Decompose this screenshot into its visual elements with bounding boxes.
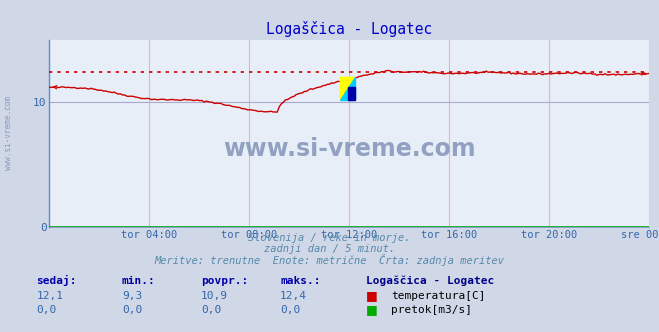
Text: 0,0: 0,0 — [201, 305, 221, 315]
Text: 12,4: 12,4 — [280, 291, 307, 301]
Text: Meritve: trenutne  Enote: metrične  Črta: zadnja meritev: Meritve: trenutne Enote: metrične Črta: … — [154, 254, 505, 266]
Text: pretok[m3/s]: pretok[m3/s] — [391, 305, 472, 315]
Text: 0,0: 0,0 — [280, 305, 301, 315]
Text: temperatura[C]: temperatura[C] — [391, 291, 485, 301]
Text: 12,1: 12,1 — [36, 291, 63, 301]
Text: ■: ■ — [366, 303, 378, 316]
Text: sedaj:: sedaj: — [36, 275, 76, 286]
Polygon shape — [340, 77, 355, 100]
Text: Logaščica - Logatec: Logaščica - Logatec — [366, 275, 494, 286]
Text: 9,3: 9,3 — [122, 291, 142, 301]
Text: povpr.:: povpr.: — [201, 276, 248, 286]
Text: 0,0: 0,0 — [122, 305, 142, 315]
Text: www.si-vreme.com: www.si-vreme.com — [223, 137, 476, 161]
Text: 0,0: 0,0 — [36, 305, 57, 315]
Bar — [348, 88, 355, 100]
Text: 10,9: 10,9 — [201, 291, 228, 301]
Text: zadnji dan / 5 minut.: zadnji dan / 5 minut. — [264, 244, 395, 254]
Text: min.:: min.: — [122, 276, 156, 286]
Title: Logaščica - Logatec: Logaščica - Logatec — [266, 21, 432, 37]
Text: Slovenija / reke in morje.: Slovenija / reke in morje. — [248, 233, 411, 243]
Text: www.si-vreme.com: www.si-vreme.com — [4, 96, 13, 170]
Polygon shape — [340, 77, 355, 100]
Text: ■: ■ — [366, 289, 378, 302]
Text: maks.:: maks.: — [280, 276, 320, 286]
